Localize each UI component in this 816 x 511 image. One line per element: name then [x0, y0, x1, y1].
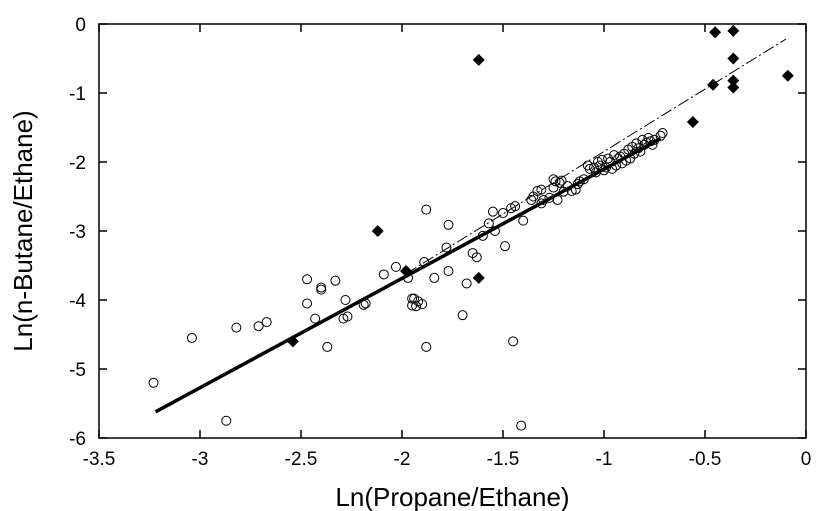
x-axis-title: Ln(Propane/Ethane): [335, 482, 569, 511]
data-point-open-circle: [532, 185, 543, 196]
data-point-open-circle: [498, 208, 508, 219]
data-point-open-circle: [253, 321, 264, 332]
data-point-open-circle: [316, 284, 327, 295]
data-point-open-circle: [358, 299, 369, 310]
x-tick-label: -0.5: [689, 449, 722, 470]
data-point-open-circle: [186, 332, 197, 343]
data-point-filled-diamond: [709, 26, 722, 39]
data-point-open-circle: [477, 230, 488, 241]
y-tick-label: -6: [69, 429, 86, 450]
data-point-open-circle: [417, 299, 428, 310]
data-point-filled-diamond: [727, 81, 740, 94]
data-point-open-circle: [421, 204, 432, 215]
data-point-open-circle: [584, 163, 595, 174]
data-point-open-circle: [550, 176, 561, 187]
data-point-open-circle: [489, 226, 500, 236]
data-point-open-circle: [487, 206, 498, 217]
data-point-filled-diamond: [727, 24, 740, 37]
data-point-open-circle: [548, 182, 559, 193]
x-tick-label: -2.5: [285, 449, 318, 470]
data-point-open-circle: [310, 313, 321, 324]
data-point-open-circle: [508, 336, 519, 347]
data-point-open-circle: [510, 201, 521, 212]
data-point-filled-diamond: [472, 271, 485, 284]
data-point-open-circle: [538, 194, 549, 205]
data-point-open-circle: [421, 341, 432, 352]
data-point-open-circle: [647, 139, 658, 150]
data-point-open-circle: [457, 310, 468, 321]
data-point-open-circle: [342, 311, 353, 322]
x-tick-label: -2: [394, 449, 411, 470]
y-tick-label: -2: [69, 153, 86, 174]
data-point-open-circle: [611, 160, 622, 171]
data-point-open-circle: [322, 341, 333, 352]
x-tick-label: -1.5: [487, 449, 520, 470]
data-point-open-circle: [390, 261, 401, 272]
data-point-open-circle: [596, 154, 607, 165]
data-point-open-circle: [556, 175, 567, 186]
data-point-open-circle: [572, 179, 583, 190]
data-point-open-circle: [552, 194, 563, 205]
data-point-open-circle: [411, 301, 422, 312]
reference-line-dash-dot: [405, 38, 787, 275]
data-point-open-circle: [378, 269, 389, 280]
x-tick-label: -1: [596, 449, 613, 470]
y-tick-label: -3: [69, 222, 86, 243]
data-point-filled-diamond: [686, 115, 699, 128]
data-points: [148, 24, 794, 431]
data-point-open-circle: [221, 415, 232, 426]
data-point-filled-diamond: [400, 265, 413, 278]
y-tick-label: 0: [75, 15, 86, 36]
data-point-open-circle: [261, 317, 272, 328]
data-point-open-circle: [443, 219, 454, 230]
data-point-open-circle: [148, 377, 159, 388]
y-tick-label: -4: [69, 291, 86, 312]
data-point-open-circle: [500, 241, 511, 252]
data-point-filled-diamond: [707, 78, 720, 91]
data-point-open-circle: [483, 218, 494, 229]
x-tick-label: -3.5: [83, 449, 116, 470]
data-point-open-circle: [429, 272, 440, 283]
data-point-open-circle: [360, 298, 371, 309]
data-point-open-circle: [518, 215, 529, 226]
data-point-filled-diamond: [472, 53, 485, 66]
y-tick-label: -1: [69, 84, 86, 105]
data-point-open-circle: [330, 275, 341, 286]
axis-ticks: -3.5 -3 -2.5 -2 -1.5 -1 -0.5 0 0 -1 -2 -3 -4 -5 -6: [69, 15, 811, 470]
data-point-open-circle: [599, 165, 609, 176]
data-point-open-circle: [302, 298, 313, 309]
data-point-open-circle: [471, 252, 482, 263]
data-point-filled-diamond: [371, 225, 384, 237]
data-point-open-circle: [340, 295, 351, 305]
data-point-open-circle: [544, 192, 555, 203]
data-point-open-circle: [536, 184, 547, 195]
data-point-filled-diamond: [727, 74, 740, 87]
data-point-open-circle: [631, 138, 642, 149]
data-point-open-circle: [441, 242, 452, 253]
y-tick-label: -5: [69, 360, 86, 381]
data-point-open-circle: [461, 278, 472, 289]
data-point-filled-diamond: [727, 52, 740, 65]
x-tick-label: -3: [192, 449, 209, 470]
data-point-open-circle: [516, 420, 527, 431]
data-point-open-circle: [548, 174, 559, 185]
data-point-open-circle: [655, 130, 666, 141]
data-point-open-circle: [570, 184, 581, 195]
data-point-open-circle: [231, 322, 242, 333]
data-point-filled-diamond: [286, 335, 299, 348]
data-point-open-circle: [419, 257, 430, 268]
y-axis-title: Ln(n-Butane/Ethane): [8, 110, 38, 351]
x-tick-label: 0: [801, 449, 812, 470]
data-point-open-circle: [443, 266, 454, 277]
data-point-open-circle: [302, 274, 313, 285]
data-point-open-circle: [578, 174, 589, 185]
data-point-open-circle: [657, 128, 668, 139]
data-point-open-circle: [566, 185, 577, 196]
data-point-filled-diamond: [781, 69, 794, 82]
